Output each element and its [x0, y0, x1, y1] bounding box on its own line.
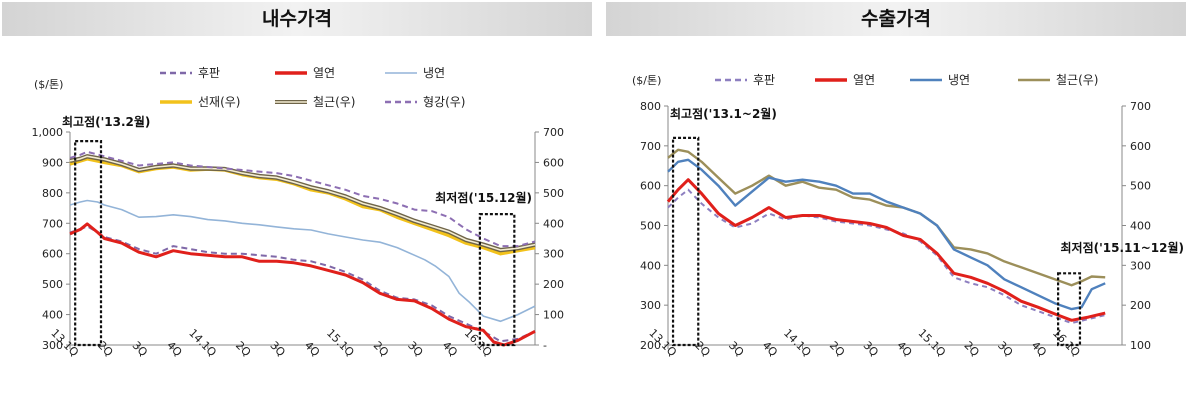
- right-y-tick-label: 400: [1130, 220, 1151, 233]
- x-tick-label: 4Q: [164, 339, 185, 360]
- domestic-price-chart: ($/톤) 300 400 500 600 700 800 900 1,000 - 100 200 30…: [32, 66, 565, 360]
- right-y-tick-label: 300: [1130, 259, 1151, 272]
- series-line: [69, 155, 536, 251]
- right-y-tick-label: 700: [1130, 100, 1151, 113]
- right-y-tick-label: 500: [543, 187, 564, 200]
- x-tick-label: 2Q: [95, 339, 116, 360]
- left-y-tick-label: 700: [640, 140, 661, 153]
- left-y-tick-label: 800: [640, 100, 661, 113]
- right-y-tick-label: 200: [543, 278, 564, 291]
- annotation-label: 최저점('15.11~12월): [1060, 240, 1184, 255]
- right-y-tick-label: 600: [1130, 140, 1151, 153]
- legend-label: 후판: [198, 66, 220, 80]
- annotation-box: [1057, 272, 1082, 347]
- export-price-title: 수출가격: [606, 2, 1186, 36]
- x-tick-label: 3Q: [861, 339, 882, 360]
- left-y-tick-label: 500: [42, 278, 63, 291]
- right-y-tick-label: 100: [1130, 339, 1151, 352]
- annotation-label: 최저점('15.12월): [435, 190, 532, 205]
- x-tick-label: 3Q: [995, 339, 1016, 360]
- x-tick-label: 3Q: [130, 339, 151, 360]
- x-tick-label: 14.1Q: [186, 326, 219, 359]
- left-y-tick-label: 400: [640, 259, 661, 272]
- x-tick-label: 4Q: [302, 339, 323, 360]
- x-tick-label: 4Q: [894, 339, 915, 360]
- left-y-tick-label: 900: [42, 156, 63, 169]
- left-y-tick-label: 600: [640, 180, 661, 193]
- right-y-tick-label: 500: [1130, 180, 1151, 193]
- left-y-tick-label: 400: [42, 309, 63, 322]
- legend-label: 열연: [853, 73, 875, 87]
- legend-label: 후판: [753, 73, 775, 87]
- series-line: [667, 158, 1106, 311]
- x-tick-label: 15.1Q: [324, 326, 357, 359]
- legend-label: 냉연: [423, 66, 445, 80]
- legend-label: 선재(우): [198, 95, 240, 109]
- x-tick-label: 2Q: [961, 339, 982, 360]
- left-y-tick-label: 500: [640, 220, 661, 233]
- domestic-price-title: 내수가격: [2, 2, 592, 36]
- annotation-box: [671, 136, 700, 347]
- left-y-tick-label: 200: [640, 339, 661, 352]
- x-tick-label: 2Q: [371, 339, 392, 360]
- x-tick-label: 16.1Q: [1050, 326, 1083, 359]
- series-line: [666, 178, 1106, 322]
- series-line: [69, 150, 536, 248]
- left-y-tick-label: 300: [640, 299, 661, 312]
- x-tick-label: 3Q: [726, 339, 747, 360]
- x-tick-label: 14.1Q: [781, 326, 814, 359]
- legend-label: 형강(우): [423, 95, 465, 109]
- series-line: [69, 199, 536, 323]
- right-y-tick-label: -: [543, 339, 547, 352]
- legend-label: 열연: [313, 66, 335, 80]
- x-tick-label: 4Q: [760, 339, 781, 360]
- right-y-tick-label: 200: [1130, 299, 1151, 312]
- left-y-tick-label: 1,000: [32, 126, 64, 139]
- left-y-tick-label: 700: [42, 217, 63, 230]
- right-y-tick-label: 300: [543, 248, 564, 261]
- x-tick-label: 2Q: [233, 339, 254, 360]
- series-line: [667, 188, 1106, 325]
- series-line: [69, 225, 536, 343]
- annotation-label: 최고점('13.2월): [62, 114, 150, 129]
- right-y-tick-label: 700: [543, 126, 564, 139]
- left-y-tick-label: 600: [42, 248, 63, 261]
- right-y-tick-label: 100: [543, 309, 564, 322]
- x-tick-label: 4Q: [440, 339, 461, 360]
- x-tick-label: 2Q: [692, 339, 713, 360]
- x-tick-label: 4Q: [1029, 339, 1050, 360]
- x-tick-label: 3Q: [267, 339, 288, 360]
- y-axis-unit-label: ($/톤): [34, 78, 63, 91]
- x-tick-label: 2Q: [827, 339, 848, 360]
- right-y-tick-label: 600: [543, 156, 564, 169]
- x-tick-label: 16.1Q: [462, 326, 495, 359]
- legend-label: 냉연: [948, 73, 970, 87]
- series-line: [69, 222, 536, 347]
- series-line: [667, 148, 1106, 287]
- left-y-tick-label: 800: [42, 187, 63, 200]
- legend-label: 철근(우): [313, 95, 355, 109]
- left-y-tick-label: 300: [42, 339, 63, 352]
- annotation-label: 최고점('13.1~2월): [670, 106, 777, 121]
- annotation-box: [74, 140, 103, 347]
- export-price-chart: ($/톤) 200 300 400 500 600 700 800 100 200 300 400 50…: [632, 73, 1184, 360]
- right-y-tick-label: 400: [543, 217, 564, 230]
- annotation-box: [478, 213, 516, 347]
- x-tick-label: 15.1Q: [915, 326, 948, 359]
- x-tick-label: 3Q: [405, 339, 426, 360]
- legend-label: 철근(우): [1056, 73, 1098, 87]
- y-axis-unit-label: ($/톤): [632, 74, 661, 87]
